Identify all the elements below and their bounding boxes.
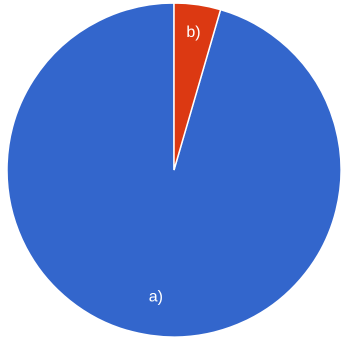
pie-label-b: b) <box>186 24 200 41</box>
pie-labels: a) b) <box>149 24 201 306</box>
pie-slices <box>6 2 341 338</box>
pie-slice-b <box>173 2 222 171</box>
pie-label-a: a) <box>149 289 163 306</box>
